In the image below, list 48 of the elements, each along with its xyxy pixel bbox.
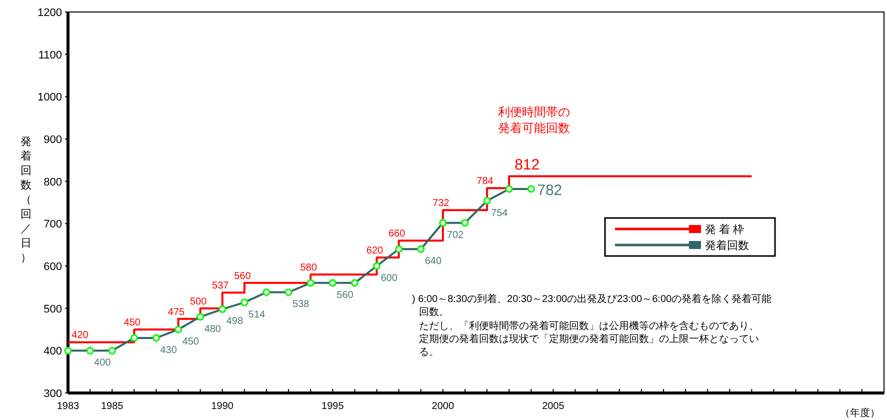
data-label: 560 [336,290,354,301]
y-tick-label: 900 [44,134,62,146]
text: 発着回数（回／日） [20,136,32,264]
data-label: 400 [94,358,112,369]
data-label: 782 [537,182,562,199]
data-label: 537 [212,280,230,292]
legend-label: 発 着 枠 [705,223,744,236]
annotation: 利便時間帯の発着可能回数 [498,104,571,136]
data-label: 430 [160,344,178,356]
y-tick-label: 1000 [38,92,62,104]
legend-label: 発着回数 [705,239,749,252]
data-label: 660 [388,228,406,240]
data-label: 580 [300,262,318,274]
y-tick-label: 400 [44,346,62,358]
y-tick-label: 1100 [38,49,62,62]
x-tick-label: 2005 [542,401,565,412]
y-tick-label: 800 [44,176,62,188]
y-tick-label: 700 [44,218,62,231]
data-label: 640 [424,256,442,268]
y-tick-label: 300 [44,388,62,400]
data-label: 600 [380,273,398,284]
data-label: 754 [491,208,508,219]
data-label: 498 [226,316,244,328]
data-label: 812 [514,156,540,174]
y-tick-label: 1200 [38,7,62,19]
data-label: 514 [248,309,266,320]
x-tick-label: 1985 [100,401,124,412]
annotation: ) 6:00～8:30の到着、20:30～23:00の出発及び23:00～6:00の発着を除く発着可能回数。 [412,293,773,319]
x-tick-label: 1990 [211,401,234,412]
y-tick-label: 500 [44,303,62,316]
data-label: 702 [446,230,464,241]
data-label: 732 [432,198,450,210]
data-label: 538 [292,299,310,310]
x-tick-label: 1983 [56,401,80,412]
x-tick-label: 1995 [322,401,344,412]
data-label: 450 [124,318,141,328]
data-label: 560 [234,270,252,282]
x-tick-label: 2000 [432,401,454,412]
data-label: 500 [190,296,208,308]
x-axis-title: （年度） [840,407,880,419]
data-label: 784 [476,176,494,188]
data-label: 420 [72,330,89,342]
y-tick-label: 600 [44,261,62,273]
data-label: 450 [182,336,200,348]
data-label: 475 [168,306,186,318]
data-label: 620 [366,246,384,257]
annotation: ただし、「利便時間帯の発着可能回数」は公用機等の枠を含むものであり、定期便の発着回数は現状で「定期便の発着可能回数」の上限一杯となっている。 [419,320,760,359]
data-label: 480 [204,324,222,335]
